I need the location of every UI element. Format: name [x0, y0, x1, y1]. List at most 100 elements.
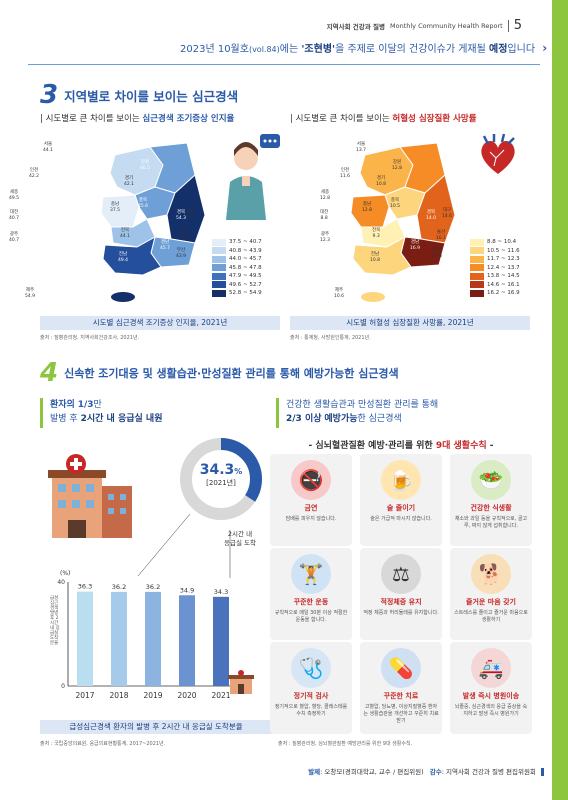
checkup-icon: 🩺: [291, 648, 331, 688]
beer-icon: 🍺: [381, 460, 421, 500]
label-ulsan: 울산 45.8: [180, 230, 191, 241]
legend-item: 13.8 ~ 14.5: [470, 272, 520, 280]
section-3-heading: 3 지역별로 차이를 보이는 심근경색: [40, 80, 238, 110]
small-hospital-illustration: [228, 670, 258, 696]
footer-review: : 지역사회 건강과 질병 편집위원회: [441, 768, 536, 776]
right-headline-bar: [276, 398, 279, 428]
tip-title: 적정체중 유지: [380, 598, 422, 606]
tip-title: 술 줄이기: [386, 504, 416, 512]
legend-item: 12.4 ~ 13.7: [470, 264, 520, 272]
header-rule: [28, 64, 540, 65]
x-tick-label: 2021: [211, 691, 230, 700]
map-region-jeonnam: [102, 236, 162, 276]
right-map-subtitle-prefix: | 시도별로 큰 차이를 보이는: [290, 114, 390, 124]
right-choropleth-map: [305, 135, 505, 305]
legend-item: 45.8 ~ 47.8: [212, 264, 262, 272]
x-tick-label: 2017: [75, 691, 94, 700]
korea-map-left: [100, 142, 206, 302]
legend-item: 37.5 ~ 40.7: [212, 238, 262, 246]
tip-description: 규칙적으로 매일 30분 이상 적절한 운동을 합니다.: [274, 610, 348, 623]
donut-svg: [180, 438, 262, 520]
notice-text-2: 을 주제로 이달의 건강이슈가 게재될: [335, 44, 486, 55]
left-map-subtitle: | 시도별로 큰 차이를 보이는 심근경색 조기증상 인지율: [40, 112, 234, 124]
label-gangwon: 강원 46.5: [140, 160, 151, 171]
legend-item: 52.8 ~ 54.9: [212, 289, 262, 297]
tip-card: 🍺 술 줄이기 술은 가급적 마시지 않습니다.: [360, 454, 442, 546]
left-map-legend: 37.5 ~ 40.7 40.8 ~ 43.9 44.0 ~ 45.7 45.8…: [212, 238, 262, 298]
footer-label-author: 발제: [308, 768, 321, 776]
label-sejong: 세종 49.5: [9, 190, 20, 201]
ambulance-icon: 🚑: [471, 648, 511, 688]
tip-description: 고혈압, 당뇨병, 이상지질혈증 환자는 생활습관을 개선하고 꾸준히 치료받기: [363, 704, 439, 724]
label-gwangju: 광주 12.3: [320, 232, 331, 243]
section-3-number: 3: [40, 80, 59, 110]
footer-label-review: 감수: [429, 768, 442, 776]
left-map-subtitle-prefix: | 시도별로 큰 차이를 보이는: [40, 114, 140, 124]
right-map-caption: 시도별 허혈성 심장질환 사망률, 2021년: [290, 316, 530, 330]
section-4-number: 4: [40, 358, 59, 388]
tip-card: 🐕 즐거운 마음 갖기 스트레스를 줄이고 즐거운 마음으로 생활하기: [450, 548, 532, 640]
bar-2020: [179, 595, 195, 686]
map-region-jeju: [111, 292, 135, 302]
x-tick-label: 2020: [177, 691, 196, 700]
notice-text: 에는: [279, 44, 299, 55]
tip-description: 스트레스를 줄이고 즐거운 마음으로 생활하기: [454, 610, 528, 623]
right-map-legend: 8.8 ~ 10.4 10.5 ~ 11.6 11.7 ~ 12.3 12.4 …: [470, 238, 520, 298]
y-axis-unit: (%): [60, 570, 71, 577]
section-4-heading: 4 신속한 조기대응 및 생활습관·만성질환 관리를 통해 예방가능한 심근경색: [40, 358, 399, 388]
notice-scheduled: 예정: [489, 44, 508, 55]
right-headline: 건강한 생활습관과 만성질환 관리를 통해 2/3 이상 예방가능한 심근경색: [286, 400, 439, 424]
dumbbell-icon: 🏋: [291, 554, 331, 594]
left-map-source: 출처 : 질병관리청, 지역사회건강조사, 2021년.: [40, 335, 140, 341]
tip-title: 건강한 식생활: [470, 504, 512, 512]
chevron-right-icon: ›: [542, 41, 548, 55]
notice-date: 2023년 10월호: [180, 44, 249, 55]
tip-description: 적정 체중과 허리둘레를 유지합니다.: [363, 610, 439, 616]
legend-item: 10.5 ~ 11.6: [470, 247, 520, 255]
right-map-subtitle: | 시도별로 큰 차이를 보이는 허혈성 심장질환 사망률: [290, 112, 477, 124]
callout-lines: [137, 513, 231, 578]
tip-title: 발생 즉시 병원이송: [462, 692, 520, 700]
label-chungnam: 충남 37.5: [110, 202, 121, 213]
label-chungnam: 충남 12.8: [362, 202, 373, 213]
x-tick-label: 2018: [109, 691, 128, 700]
scale-icon: ⚖: [381, 554, 421, 594]
hospital-illustration: [44, 452, 140, 544]
label-gangwon: 강원 12.8: [392, 160, 403, 171]
medicine-icon: 💊: [381, 648, 421, 688]
label-chungbuk: 충북 10.5: [390, 198, 401, 209]
next-issue-notice[interactable]: 2023년 10월호(vol.84)에는 '조현병'을 주제로 이달의 건강이슈…: [180, 40, 547, 55]
label-jeonnam: 전남 49.4: [118, 252, 129, 263]
tip-title: 정기적 검사: [293, 692, 329, 700]
tip-card: 🏋 꾸준한 운동 규칙적으로 매일 30분 이상 적절한 운동을 합니다.: [270, 548, 352, 640]
section-4-title: 신속한 조기대응 및 생활습관·만성질환 관리를 통해 예방가능한 심근경색: [64, 367, 399, 380]
page-header: 지역사회 건강과 질병 Monthly Community Health Rep…: [327, 18, 522, 33]
bar-value-label: 34.9: [180, 586, 194, 594]
left-headline: 환자의 1/3만 발병 후 2시간 내 응급실 내원: [50, 400, 163, 424]
label-gyeongnam: 경남 16.9: [410, 240, 421, 251]
tip-title: 금연: [304, 504, 318, 512]
bar-2018: [111, 591, 127, 686]
label-jeonbuk: 전북 9.3: [372, 228, 381, 239]
side-accent-bar: [552, 0, 568, 800]
right-map-subtitle-highlight: 허혈성 심장질환 사망률: [392, 114, 477, 124]
korea-map-right: [350, 142, 456, 302]
label-jeju: 제주 10.6: [334, 288, 345, 299]
y-tick-label: 40: [57, 579, 65, 586]
header-divider: [507, 19, 509, 32]
legend-item: 11.7 ~ 12.3: [470, 255, 520, 263]
right-map-source: 출처 : 통계청, 사망원인통계, 2021년.: [290, 335, 371, 341]
label-gyeonggi: 경기 42.1: [124, 176, 135, 187]
footer-credits: 발제: 오창모(경희대학교, 교수 / 편집위원) 감수: 지역사회 건강과 질…: [282, 766, 544, 776]
label-daejeon: 대전 8.8: [320, 210, 329, 221]
tip-card: 🚭 금연 담배를 피우지 않습니다.: [270, 454, 352, 546]
bar-chart: 0 40 36.3 2017 36.2 2018 36.2 2019 34.9 2020 34.3 2…: [52, 566, 258, 706]
label-busan: 부산 43.9: [176, 248, 187, 259]
notice-text-end: 입니다: [507, 44, 536, 55]
bar-value-label: 36.2: [112, 583, 126, 591]
tip-description: 뇌졸중, 심근경색의 응급 증상을 숙지하고 발생 즉시 병원가기: [454, 704, 528, 717]
left-map-caption: 시도별 심근경색 조기증상 인지율, 2021년: [40, 316, 280, 330]
map-region-jeju: [361, 292, 385, 302]
tip-description: 담배를 피우지 않습니다.: [285, 516, 337, 522]
